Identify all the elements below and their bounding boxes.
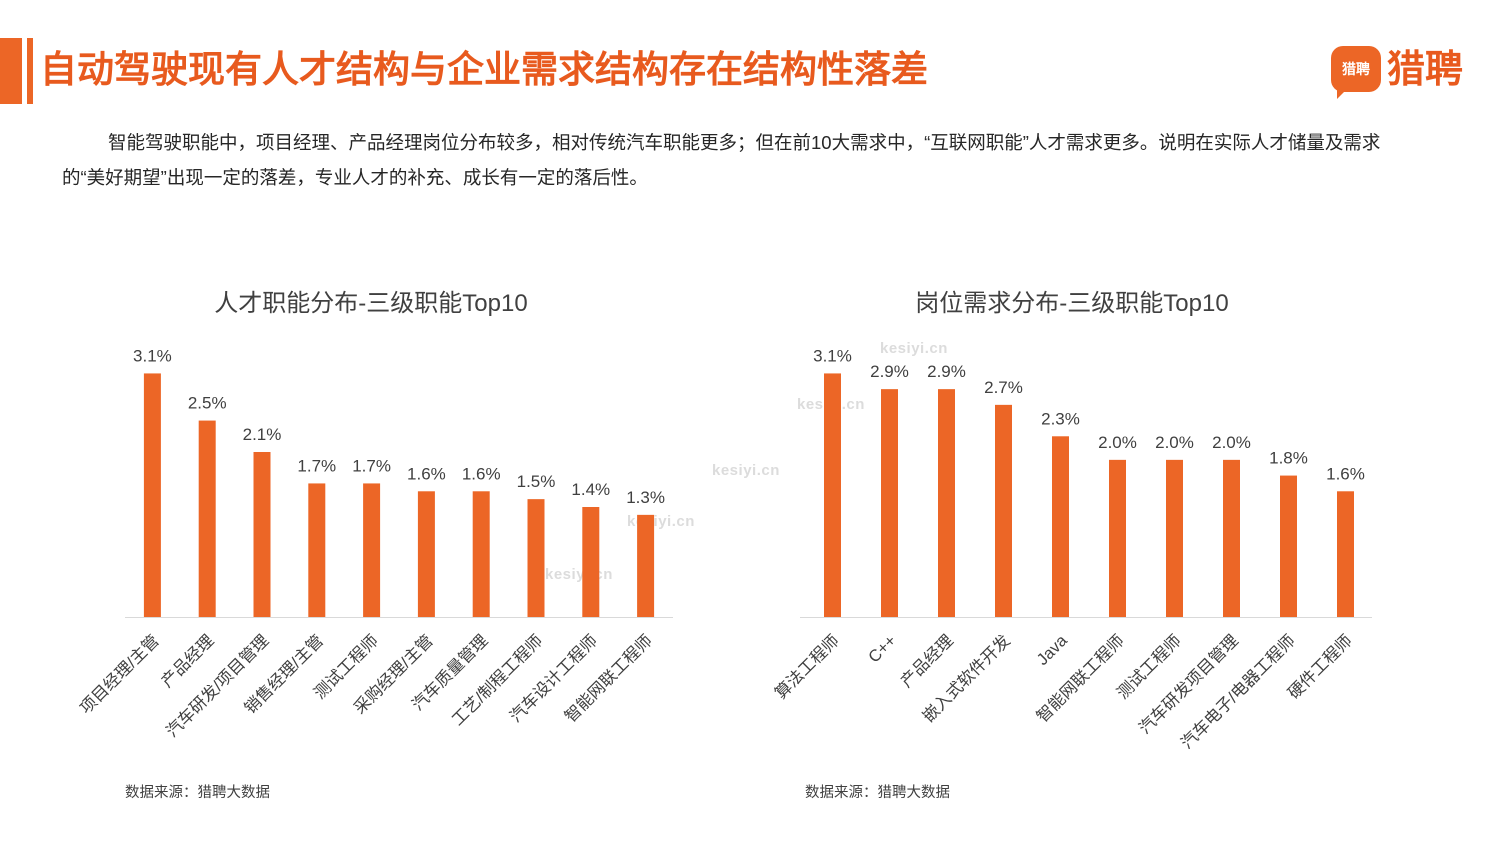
talent-bar-10 [637, 514, 655, 617]
demand-bar-9 [1280, 475, 1297, 617]
intro-line-2: 的“美好期望”出现一定的落差，专业人才的补充、成长有一定的落后性。 [62, 167, 648, 188]
talent-data-label-3: 2.1% [243, 425, 282, 444]
talent-distribution-bar-chart: 3.1%项目经理/主管2.5%产品经理2.1%汽车研发/项目管理1.7%销售经理… [76, 346, 673, 741]
demand-category-label-3: 产品经理 [897, 631, 957, 691]
talent-chart-title: 人才职能分布-三级职能Top10 [214, 290, 528, 317]
talent-data-label-10: 1.3% [626, 488, 665, 507]
talent-bar-6 [417, 491, 435, 617]
logo-badge-text: 猎聘 [1342, 61, 1370, 77]
liepin-logo-wordmark: 猎聘 [1387, 49, 1464, 91]
slide-title: 自动驾驶现有人才结构与企业需求结构存在结构性落差 [40, 49, 928, 90]
demand-data-label-1: 3.1% [813, 346, 852, 365]
title-accent-line [27, 38, 33, 104]
demand-chart-title: 岗位需求分布-三级职能Top10 [915, 290, 1229, 317]
talent-data-label-6: 1.6% [407, 464, 446, 483]
talent-data-label-7: 1.6% [462, 464, 501, 483]
talent-chart-source: 数据来源：猎聘大数据 [125, 785, 270, 801]
talent-category-label-8: 工艺/制程工程师 [448, 631, 546, 729]
intro-line-1: 智能驾驶职能中，项目经理、产品经理岗位分布较多，相对传统汽车职能更多；但在前10… [108, 132, 1381, 153]
talent-bar-3 [253, 452, 271, 617]
demand-data-label-5: 2.3% [1041, 409, 1080, 428]
demand-bar-5 [1052, 436, 1069, 617]
demand-bar-8 [1223, 459, 1240, 617]
talent-bar-5 [363, 483, 381, 617]
demand-category-label-5: Java [1033, 631, 1071, 669]
talent-bar-7 [472, 491, 490, 617]
demand-bar-6 [1109, 459, 1126, 617]
demand-data-label-8: 2.0% [1212, 433, 1251, 452]
demand-data-label-9: 1.8% [1269, 449, 1308, 468]
talent-bar-8 [527, 499, 545, 617]
demand-data-label-3: 2.9% [927, 362, 966, 381]
talent-category-label-1: 项目经理/主管 [76, 631, 163, 718]
demand-data-label-4: 2.7% [984, 378, 1023, 397]
demand-data-label-7: 2.0% [1155, 433, 1194, 452]
title-accent-block [0, 38, 22, 104]
talent-bar-1 [143, 373, 161, 617]
liepin-logo-badge: 猎聘 [1331, 46, 1381, 99]
talent-data-label-5: 1.7% [352, 456, 391, 475]
demand-bar-1 [824, 373, 841, 617]
demand-category-label-1: 算法工程师 [771, 631, 843, 703]
talent-bar-2 [198, 420, 216, 617]
demand-bar-4 [995, 404, 1012, 617]
demand-bar-10 [1337, 491, 1354, 617]
talent-bar-4 [308, 483, 326, 617]
watermark: kesiyi.cn [712, 462, 780, 479]
demand-category-label-9: 汽车电子/电器工程师 [1177, 631, 1299, 753]
job-demand-bar-chart: 3.1%算法工程师2.9%C++2.9%产品经理2.7%嵌入式软件开发2.3%J… [771, 346, 1372, 753]
demand-data-label-2: 2.9% [870, 362, 909, 381]
talent-data-label-2: 2.5% [188, 394, 227, 413]
talent-data-label-1: 3.1% [133, 346, 172, 365]
talent-bar-9 [582, 507, 600, 617]
demand-bar-3 [938, 389, 955, 617]
demand-data-label-6: 2.0% [1098, 433, 1137, 452]
demand-category-label-2: C++ [865, 632, 900, 667]
demand-data-label-10: 1.6% [1326, 464, 1365, 483]
talent-category-label-3: 汽车研发/项目管理 [162, 631, 272, 741]
watermark: kesiyi.cn [880, 340, 948, 357]
demand-bar-7 [1166, 459, 1183, 617]
talent-data-label-4: 1.7% [297, 456, 336, 475]
speech-bubble-tail-icon [1337, 90, 1346, 99]
talent-data-label-8: 1.5% [517, 472, 556, 491]
demand-chart-source: 数据来源：猎聘大数据 [805, 785, 950, 801]
demand-category-label-8: 汽车研发项目管理 [1135, 631, 1242, 738]
talent-data-label-9: 1.4% [571, 480, 610, 499]
demand-bar-2 [881, 389, 898, 617]
